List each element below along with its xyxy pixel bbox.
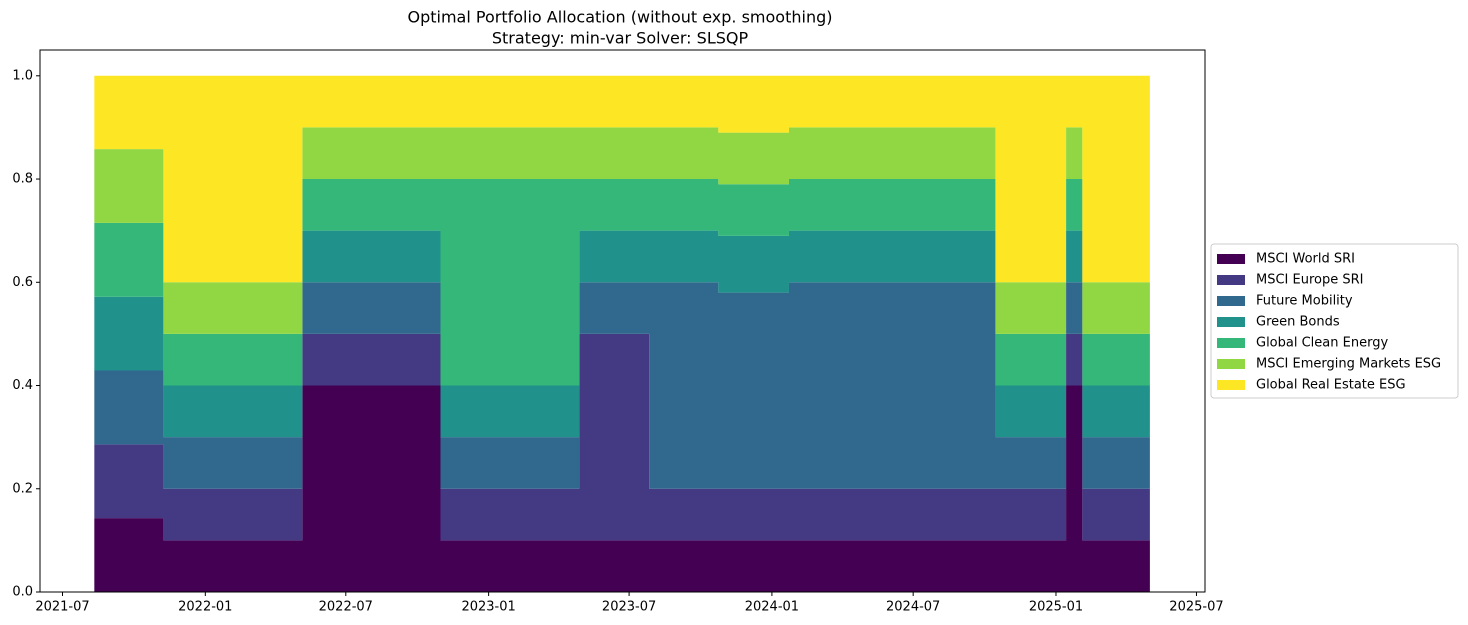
y-tick-label: 0.6 [12,275,33,290]
x-tick-label: 2022-07 [319,600,373,615]
area [94,127,1150,334]
x-tick-label: 2023-01 [461,600,515,615]
legend-swatch [1217,317,1245,327]
y-tick-label: 1.0 [12,68,33,83]
legend-label: Future Mobility [1256,294,1353,309]
area [94,333,1150,541]
x-tick-label: 2021-07 [35,600,89,615]
area [94,179,1150,386]
y-tick-label: 0.8 [12,172,33,187]
y-tick-label: 0.2 [12,481,33,496]
legend-swatch [1217,380,1245,390]
legend-swatch [1217,254,1245,264]
legend-label: MSCI Europe SRI [1256,273,1363,288]
x-tick-label: 2025-01 [1029,600,1083,615]
chart-subtitle: Strategy: min-var Solver: SLSQP [492,29,749,48]
x-tick-label: 2025-07 [1169,600,1223,615]
legend-swatch [1217,338,1245,348]
legend-swatch [1217,296,1245,306]
legend-label: MSCI Emerging Markets ESG [1256,357,1441,372]
area [94,282,1150,489]
x-tick-label: 2024-07 [886,600,940,615]
area [94,75,1150,283]
legend-label: Green Bonds [1256,315,1340,330]
legend-label: MSCI World SRI [1256,252,1355,267]
legend-box [1210,243,1459,399]
legend-label: Global Clean Energy [1256,336,1388,351]
x-tick-label: 2024-01 [745,600,799,615]
plot-frame [39,49,1206,593]
legend-label: Global Real Estate ESG [1256,378,1406,393]
legend-swatch [1217,275,1245,285]
y-tick-label: 0.0 [12,585,33,600]
x-tick-label: 2022-01 [178,600,232,615]
area [94,230,1150,438]
x-tick-label: 2023-07 [602,600,656,615]
chart-title: Optimal Portfolio Allocation (without ex… [408,8,833,27]
y-tick-label: 0.4 [12,378,33,393]
legend-swatch [1217,359,1245,369]
